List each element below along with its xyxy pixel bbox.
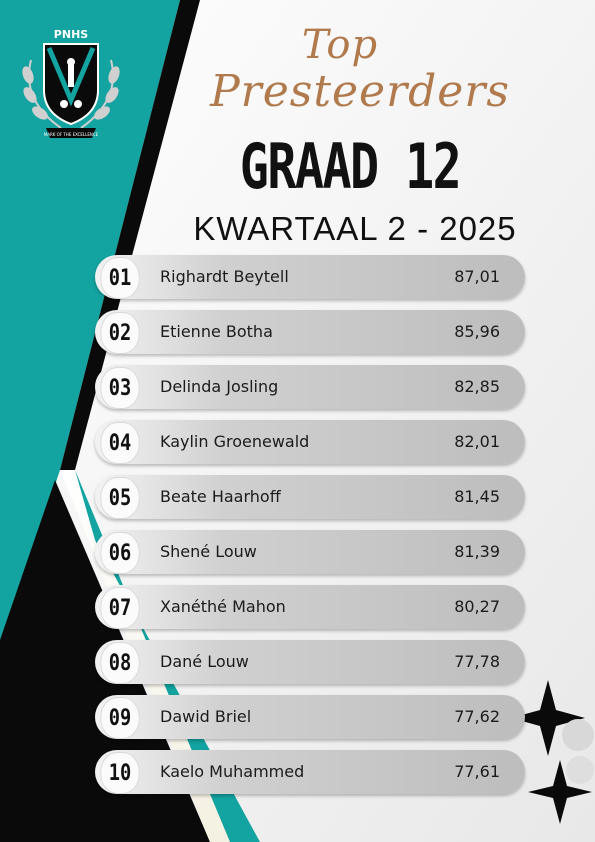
ranking-row: 07 Xanéthé Mahon 80,27	[95, 585, 525, 629]
rank-badge: 10	[100, 752, 140, 794]
student-name: Dawid Briel	[160, 707, 252, 726]
ranking-row: 03 Delinda Josling 82,85	[95, 365, 525, 409]
student-score: 81,39	[454, 542, 500, 561]
rank-badge: 03	[100, 367, 140, 409]
student-name: Etienne Botha	[160, 322, 273, 341]
rank-badge: 07	[100, 587, 140, 629]
ranking-row: 08 Dané Louw 77,78	[95, 640, 525, 684]
ranking-row: 02 Etienne Botha 85,96	[95, 310, 525, 354]
school-crest-logo: PNHS MARK OF THE EXCELLENCE	[22, 28, 120, 138]
crest-acronym: PNHS	[54, 28, 88, 41]
title-script-presteerders: Presteerders	[210, 66, 510, 117]
student-score: 81,45	[454, 487, 500, 506]
student-score: 77,62	[454, 707, 500, 726]
rank-badge: 05	[100, 477, 140, 519]
rank-badge: 09	[100, 697, 140, 739]
student-name: Xanéthé Mahon	[160, 597, 286, 616]
title-script-top: Top	[301, 22, 379, 68]
student-score: 82,85	[454, 377, 500, 396]
term-heading: KWARTAAL 2 - 2025	[193, 210, 517, 247]
student-score: 87,01	[454, 267, 500, 286]
student-name: Delinda Josling	[160, 377, 279, 396]
student-score: 85,96	[454, 322, 500, 341]
rank-badge: 06	[100, 532, 140, 574]
ranking-row: 06 Shené Louw 81,39	[95, 530, 525, 574]
student-name: Kaylin Groenewald	[160, 432, 310, 451]
student-score: 80,27	[454, 597, 500, 616]
ranking-list: 01 Righardt Beytell 87,01 02 Etienne Botha 8…	[95, 255, 525, 805]
teal-panel	[0, 0, 180, 650]
student-name: Righardt Beytell	[160, 267, 289, 286]
student-name: Beate Haarhoff	[160, 487, 281, 506]
student-score: 77,78	[454, 652, 500, 671]
ranking-row: 01 Righardt Beytell 87,01	[95, 255, 525, 299]
sparkle-large	[511, 680, 585, 756]
student-name: Kaelo Muhammed	[160, 762, 305, 781]
rank-badge: 04	[100, 422, 140, 464]
student-score: 77,61	[454, 762, 500, 781]
ranking-row: 10 Kaelo Muhammed 77,61	[95, 750, 525, 794]
ranking-row: 09 Dawid Briel 77,62	[95, 695, 525, 739]
ranking-row: 04 Kaylin Groenewald 82,01	[95, 420, 525, 464]
student-name: Dané Louw	[160, 652, 249, 671]
sparkle-small	[528, 760, 592, 824]
ranking-row: 05 Beate Haarhoff 81,45	[95, 475, 525, 519]
grade-heading: GRAAD 12	[239, 130, 462, 203]
rank-badge: 08	[100, 642, 140, 684]
rank-badge: 02	[100, 312, 140, 354]
student-name: Shené Louw	[160, 542, 257, 561]
student-score: 82,01	[454, 432, 500, 451]
black-stripe	[60, 0, 200, 470]
crest-motto: MARK OF THE EXCELLENCE	[44, 132, 99, 137]
rank-badge: 01	[100, 257, 140, 299]
